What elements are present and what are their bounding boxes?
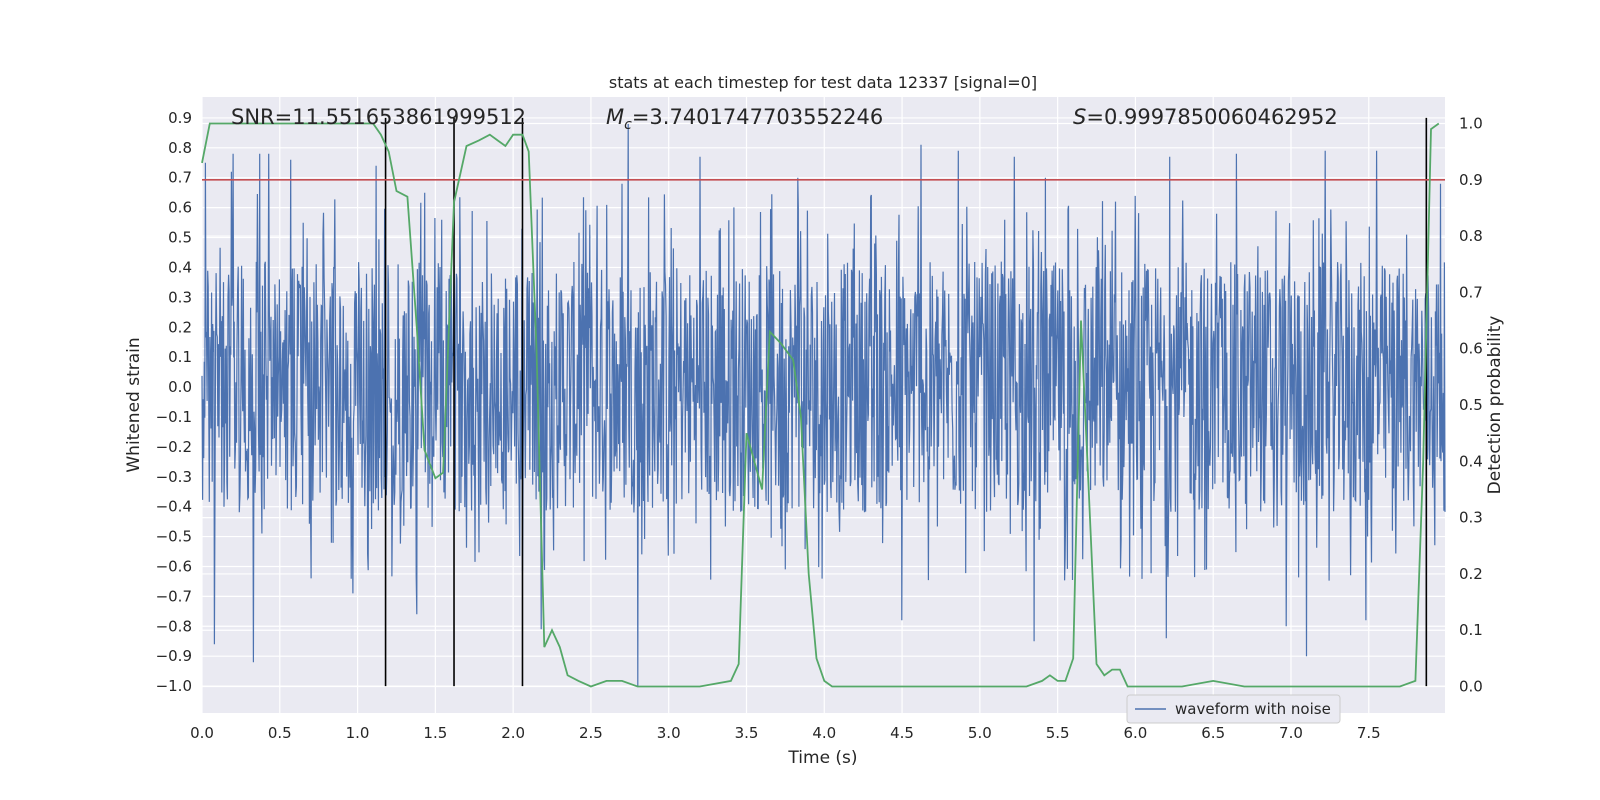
y-tick-label: 0.1 [168,348,192,366]
y2-tick-label: 0.1 [1459,621,1483,639]
y2-tick-label: 0.4 [1459,452,1483,470]
x-tick-label: 0.0 [190,724,214,742]
chirp-mass-annotation: Mc=3.7401747703552246 [606,105,883,133]
y-tick-label: 0.6 [168,199,192,217]
probability-series [201,122,1445,688]
x-tick-label: 5.0 [968,724,992,742]
x-tick-label: 5.5 [1046,724,1070,742]
waveform-line [201,123,1446,687]
y-tick-label: −0.4 [156,498,192,516]
y-tick-label: −0.5 [156,528,192,546]
y-tick-label: −0.6 [156,557,192,575]
y-tick-label: −0.3 [156,468,192,486]
chirp-mass-subscript: c [624,117,632,133]
chirp-mass-symbol: M [606,105,624,129]
x-tick-label: 1.0 [346,724,370,742]
y2-tick-label: 0.5 [1459,396,1483,414]
y-tick-label: 0.2 [168,318,192,336]
y2-tick-label: 0.8 [1459,227,1483,245]
chirp-mass-value: =3.7401747703552246 [632,105,883,129]
y-tick-label: −1.0 [156,677,192,695]
y-tick-label: 0.5 [168,229,192,247]
y-tick-label: 0.0 [168,378,192,396]
x-tick-label: 7.0 [1279,724,1303,742]
tick-labels: 0.0 0.5 1.0 1.5 2.0 2.5 3.0 3.5 4.0 4.5 5.0 5.5 6.0 6… [156,109,1483,742]
s-symbol: S [1073,105,1086,129]
s-annotation: S=0.9997850060462952 [1073,105,1338,129]
y-tick-label: −0.7 [156,587,192,605]
y-tick-label: 0.9 [168,109,192,127]
y2-tick-label: 0.0 [1459,678,1483,696]
x-tick-label: 4.5 [890,724,914,742]
snr-annotation: SNR=11.551653861999512 [231,105,526,129]
y2-tick-label: 0.3 [1459,509,1483,527]
y-tick-label: −0.9 [156,647,192,665]
chart-title: stats at each timestep for test data 123… [609,73,1037,92]
y2-tick-label: 0.6 [1459,340,1483,358]
y-axis-label: Whitened strain [124,337,144,472]
probability-line [201,122,1440,688]
y-tick-label: −0.2 [156,438,192,456]
y2-tick-label: 0.7 [1459,283,1483,301]
x-tick-label: 0.5 [268,724,292,742]
y-tick-label: −0.8 [156,617,192,635]
y-tick-label: −0.1 [156,408,192,426]
y2-tick-label: 0.2 [1459,565,1483,583]
x-tick-label: 7.5 [1357,724,1381,742]
x-tick-label: 6.5 [1201,724,1225,742]
y-tick-label: 0.7 [168,169,192,187]
s-value: =0.9997850060462952 [1086,105,1337,129]
x-tick-label: 6.0 [1123,724,1147,742]
x-tick-label: 3.0 [657,724,681,742]
x-tick-label: 4.0 [812,724,836,742]
x-tick-label: 3.5 [735,724,759,742]
x-axis-label: Time (s) [787,748,857,768]
legend-box [1126,694,1341,724]
vertical-markers [384,117,1428,687]
x-tick-label: 2.5 [579,724,603,742]
y2-tick-label: 0.9 [1459,171,1483,189]
waveform-series [201,123,1446,687]
y-tick-label: 0.3 [168,288,192,306]
y2-tick-label: 1.0 [1459,114,1483,132]
y-tick-label: 0.4 [168,258,192,276]
legend-label: waveform with noise [1175,700,1331,718]
y-tick-label: 0.8 [168,139,192,157]
x-tick-label: 1.5 [423,724,447,742]
legend: waveform with noise [1126,694,1341,724]
y2-axis-label: Detection probability [1485,316,1505,495]
x-tick-label: 2.0 [501,724,525,742]
